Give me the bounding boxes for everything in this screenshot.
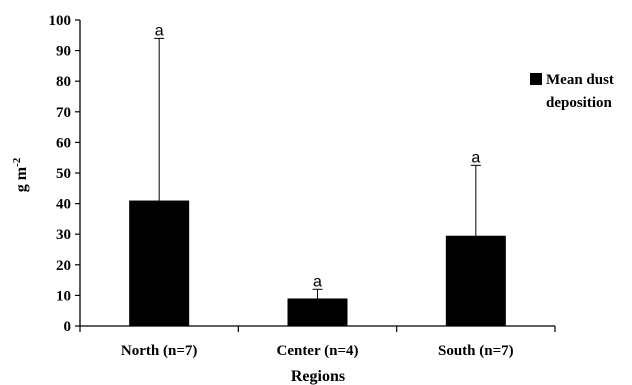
x-category-label: North (n=7)	[121, 343, 197, 359]
significance-label: a	[471, 149, 480, 166]
y-axis-title-main: g m	[13, 166, 30, 192]
legend: Mean dust deposition	[530, 72, 614, 111]
legend-label-line-2: deposition	[546, 95, 613, 111]
y-tick-label: 30	[56, 227, 71, 243]
bar	[129, 200, 190, 326]
y-tick-label: 20	[56, 258, 71, 274]
x-category-label: South (n=7)	[438, 343, 514, 359]
y-axis-title-superscript: -2	[11, 157, 23, 167]
plot-area: 0 10 20 30 40 50 60 70 80 90 100 a North (n=7) a Cente…	[49, 13, 556, 359]
y-tick-label: 90	[56, 44, 71, 60]
y-tick-label: 100	[49, 13, 72, 29]
significance-label: a	[155, 22, 164, 39]
bar	[287, 298, 348, 326]
significance-label: a	[313, 273, 322, 290]
y-tick-label: 0	[64, 319, 72, 335]
y-axis-title: g m-2	[11, 157, 30, 192]
x-axis-title: Regions	[291, 368, 345, 385]
legend-label-line-1: Mean dust	[546, 72, 614, 88]
bar	[445, 235, 506, 326]
x-category-label: Center (n=4)	[276, 343, 358, 359]
y-tick-label: 80	[56, 74, 71, 90]
y-tick-label: 40	[56, 197, 71, 213]
y-tick-label: 70	[56, 105, 71, 121]
y-tick-label: 60	[56, 135, 71, 151]
legend-swatch	[530, 73, 542, 85]
y-tick-label: 10	[56, 288, 71, 304]
y-tick-label: 50	[56, 166, 71, 182]
